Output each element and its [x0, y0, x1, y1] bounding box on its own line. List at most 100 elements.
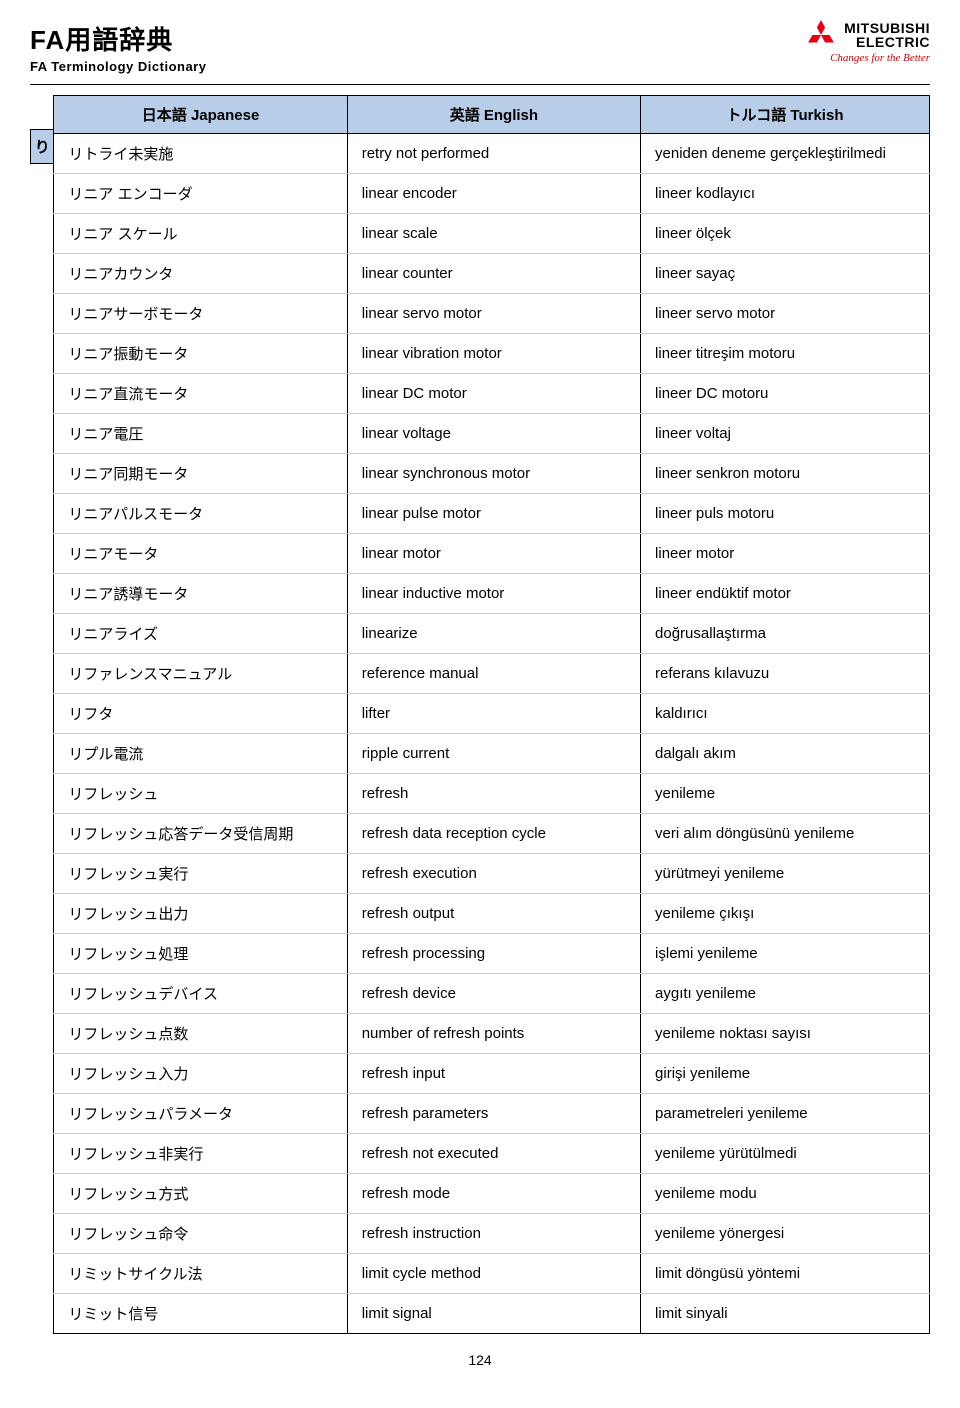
cell-en: linear synchronous motor [347, 454, 640, 494]
cell-jp: リニア同期モータ [54, 454, 347, 494]
table-row: リニアライズlinearizedoğrusallaştırma [54, 614, 930, 654]
cell-tr: lineer puls motoru [641, 494, 930, 534]
cell-jp: リニアモータ [54, 534, 347, 574]
title-english: FA Terminology Dictionary [30, 59, 206, 74]
title-block: FA用語辞典 FA Terminology Dictionary [30, 20, 206, 74]
logo-name-line2: ELECTRIC [856, 34, 930, 50]
cell-jp: リニア電圧 [54, 414, 347, 454]
table-row: リニア同期モータlinear synchronous motorlineer s… [54, 454, 930, 494]
table-row: リフレッシュ処理refresh processingişlemi yenilem… [54, 934, 930, 974]
cell-en: linear DC motor [347, 374, 640, 414]
table-row: リフレッシュ点数number of refresh pointsyenileme… [54, 1014, 930, 1054]
table-row: リフレッシュrefreshyenileme [54, 774, 930, 814]
logo-tagline: Changes for the Better [804, 52, 930, 64]
cell-en: refresh [347, 774, 640, 814]
cell-en: refresh mode [347, 1174, 640, 1214]
cell-jp: リプル電流 [54, 734, 347, 774]
cell-jp: リフレッシュ命令 [54, 1214, 347, 1254]
table-row: リフレッシュ実行refresh executionyürütmeyi yenil… [54, 854, 930, 894]
table-row: リフレッシュ方式refresh modeyenileme modu [54, 1174, 930, 1214]
terminology-table: 日本語 Japanese 英語 English トルコ語 Turkish リトラ… [53, 95, 930, 1334]
cell-jp: リファレンスマニュアル [54, 654, 347, 694]
cell-jp: リフレッシュ応答データ受信周期 [54, 814, 347, 854]
table-row: リプル電流ripple currentdalgalı akım [54, 734, 930, 774]
cell-tr: lineer ölçek [641, 214, 930, 254]
cell-jp: リニア誘導モータ [54, 574, 347, 614]
cell-en: linearize [347, 614, 640, 654]
cell-jp: リフレッシュ入力 [54, 1054, 347, 1094]
mitsubishi-logo-icon [804, 20, 838, 50]
cell-jp: リニア スケール [54, 214, 347, 254]
cell-en: number of refresh points [347, 1014, 640, 1054]
cell-tr: yenileme [641, 774, 930, 814]
cell-jp: リニア エンコーダ [54, 174, 347, 214]
cell-en: limit signal [347, 1294, 640, 1334]
table-row: リニア振動モータlinear vibration motorlineer tit… [54, 334, 930, 374]
cell-en: linear servo motor [347, 294, 640, 334]
cell-en: linear pulse motor [347, 494, 640, 534]
cell-en: refresh execution [347, 854, 640, 894]
cell-tr: lineer senkron motoru [641, 454, 930, 494]
cell-en: linear inductive motor [347, 574, 640, 614]
content-wrap: り 日本語 Japanese 英語 English トルコ語 Turkish リ… [30, 95, 930, 1334]
cell-jp: リトライ未実施 [54, 134, 347, 174]
cell-en: linear motor [347, 534, 640, 574]
cell-tr: yenileme noktası sayısı [641, 1014, 930, 1054]
cell-tr: lineer voltaj [641, 414, 930, 454]
cell-tr: lineer titreşim motoru [641, 334, 930, 374]
table-row: リニアパルスモータlinear pulse motorlineer puls m… [54, 494, 930, 534]
cell-jp: リフタ [54, 694, 347, 734]
cell-tr: lineer servo motor [641, 294, 930, 334]
cell-en: reference manual [347, 654, 640, 694]
table-row: リニア エンコーダlinear encoderlineer kodlayıcı [54, 174, 930, 214]
table-header-row: 日本語 Japanese 英語 English トルコ語 Turkish [54, 96, 930, 134]
cell-en: refresh not executed [347, 1134, 640, 1174]
cell-tr: doğrusallaştırma [641, 614, 930, 654]
page-header: FA用語辞典 FA Terminology Dictionary MITSUBI… [30, 20, 930, 74]
cell-tr: lineer kodlayıcı [641, 174, 930, 214]
cell-jp: リフレッシュ実行 [54, 854, 347, 894]
cell-en: refresh parameters [347, 1094, 640, 1134]
table-row: リニア電圧linear voltagelineer voltaj [54, 414, 930, 454]
cell-jp: リミット信号 [54, 1294, 347, 1334]
cell-jp: リフレッシュデバイス [54, 974, 347, 1014]
cell-tr: lineer sayaç [641, 254, 930, 294]
cell-en: refresh output [347, 894, 640, 934]
cell-jp: リフレッシュ [54, 774, 347, 814]
table-row: リミット信号limit signallimit sinyali [54, 1294, 930, 1334]
cell-jp: リニア振動モータ [54, 334, 347, 374]
cell-tr: parametreleri yenileme [641, 1094, 930, 1134]
table-row: リトライ未実施retry not performedyeniden deneme… [54, 134, 930, 174]
table-row: リフタlifterkaldırıcı [54, 694, 930, 734]
cell-tr: limit sinyali [641, 1294, 930, 1334]
cell-jp: リフレッシュ非実行 [54, 1134, 347, 1174]
cell-tr: referans kılavuzu [641, 654, 930, 694]
cell-jp: リニアライズ [54, 614, 347, 654]
cell-en: refresh device [347, 974, 640, 1014]
cell-jp: リニアサーボモータ [54, 294, 347, 334]
cell-jp: リフレッシュパラメータ [54, 1094, 347, 1134]
table-row: リニアカウンタlinear counterlineer sayaç [54, 254, 930, 294]
cell-en: linear encoder [347, 174, 640, 214]
cell-tr: yenileme yürütülmedi [641, 1134, 930, 1174]
col-header-japanese: 日本語 Japanese [54, 96, 347, 134]
title-japanese: FA用語辞典 [30, 20, 206, 57]
table-row: リフレッシュ出力refresh outputyenileme çıkışı [54, 894, 930, 934]
table-row: リフレッシュデバイスrefresh deviceaygıtı yenileme [54, 974, 930, 1014]
cell-en: linear voltage [347, 414, 640, 454]
cell-tr: yürütmeyi yenileme [641, 854, 930, 894]
logo-row: MITSUBISHI ELECTRIC [804, 20, 930, 50]
cell-tr: yenileme çıkışı [641, 894, 930, 934]
cell-jp: リニアパルスモータ [54, 494, 347, 534]
table-row: リニアモータlinear motorlineer motor [54, 534, 930, 574]
cell-en: refresh input [347, 1054, 640, 1094]
table-row: リファレンスマニュアルreference manualreferans kıla… [54, 654, 930, 694]
cell-en: ripple current [347, 734, 640, 774]
logo-brand-name: MITSUBISHI ELECTRIC [844, 21, 930, 49]
table-row: リフレッシュパラメータrefresh parametersparametrele… [54, 1094, 930, 1134]
cell-tr: aygıtı yenileme [641, 974, 930, 1014]
cell-en: linear scale [347, 214, 640, 254]
cell-jp: リニア直流モータ [54, 374, 347, 414]
cell-tr: limit döngüsü yöntemi [641, 1254, 930, 1294]
cell-en: limit cycle method [347, 1254, 640, 1294]
